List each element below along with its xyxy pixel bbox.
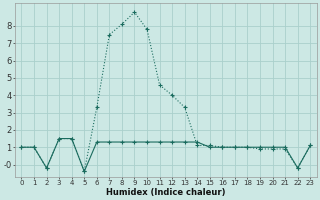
X-axis label: Humidex (Indice chaleur): Humidex (Indice chaleur) — [106, 188, 226, 197]
